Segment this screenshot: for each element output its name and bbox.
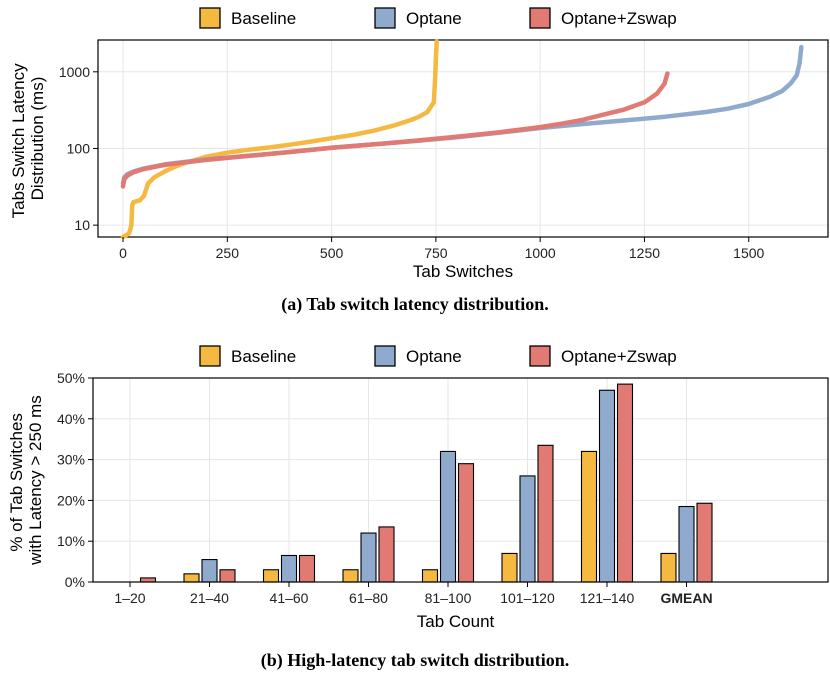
legend-label-3: Optane+Zswap [561,347,677,366]
chart-b-x-tick-label: 1–20 [114,590,145,606]
chart-b-bar-zswap-6 [537,444,554,583]
chart-a-gridlines [98,40,828,237]
chart-b-bar-optane-2 [201,559,218,583]
chart-a-y-tick-label: 10 [74,217,90,233]
chart-b-y-tick-label: 20% [57,492,85,508]
legend-label-2: Optane [406,9,462,28]
chart-b: Baseline Optane Optane+Zswap 1–20 21–40 41–6… [7,345,829,671]
chart-b-bar-baseline-7 [580,450,598,583]
chart-a-x-tick-label: 1000 [525,245,556,261]
chart-b-bar-zswap-2 [219,569,236,583]
chart-b-x-tick-label: 21–40 [190,590,229,606]
chart-a-series-lines [120,39,804,240]
chart-a-y-tick-label: 100 [67,140,91,156]
chart-b-bar-optane-7 [598,389,616,583]
chart-b-bar-zswap-3 [298,554,316,583]
chart-b-plot-frame [92,377,829,583]
chart-a-x-tick-label: 1500 [733,245,764,261]
chart-b-x-tick-label: 81–100 [425,590,472,606]
chart-b-bar-baseline-8 [660,552,677,583]
chart-b-bar-zswap-4 [378,526,395,583]
chart-b-y-axis-title-line2: with Latency > 250 ms [26,395,45,566]
chart-b-bar-baseline-4 [342,569,359,583]
chart-b-y-tick-labels: 0% 10% 20% 30% 40% 50% [57,370,93,590]
chart-a: Baseline Optane Optane+Zswap 0 250 500 750 100… [9,7,829,315]
legend-swatch-1 [199,345,221,367]
chart-a-x-tick-labels: 0 250 500 750 1000 1250 1500 [119,237,765,261]
chart-b-y-tick-label: 10% [57,533,85,549]
chart-a-plot-frame [97,39,829,238]
chart-b-bar-baseline-6 [501,552,518,583]
legend-swatch-2 [374,345,396,367]
chart-b-bar-zswap-8 [696,502,713,583]
chart-a-y-tick-label: 1000 [59,64,90,80]
chart-b-caption: (b) High-latency tab switch distribution… [261,650,570,671]
chart-b-x-tick-label: 101–120 [500,590,555,606]
chart-b-bar-zswap-7 [616,383,634,583]
chart-b-bar-zswap-5 [457,463,475,583]
chart-b-bar-optane-6 [519,475,536,583]
chart-b-bar-baseline-5 [421,569,439,583]
chart-a-x-tick-label: 0 [119,245,127,261]
chart-b-x-tick-label: 41–60 [270,590,309,606]
chart-a-legend: Baseline Optane Optane+Zswap [199,7,677,29]
chart-b-y-tick-label: 40% [57,411,85,427]
legend-swatch-3 [529,345,551,367]
chart-b-bar-optane-5 [439,450,457,583]
chart-b-bar-optane-8 [678,505,695,583]
chart-b-legend: Baseline Optane Optane+Zswap [199,345,677,367]
chart-a-x-axis-title: Tab Switches [413,262,513,281]
chart-b-bars [139,383,713,583]
chart-b-y-tick-label: 0% [65,574,85,590]
chart-b-x-axis-title: Tab Count [417,612,495,631]
legend-swatch-2 [374,7,396,29]
chart-b-x-tick-labels: 1–20 21–40 41–60 61–80 81–100 101–120 121–140 G… [114,582,713,606]
legend-label-2: Optane [406,347,462,366]
chart-a-y-tick-labels: 10 100 1000 [59,64,98,233]
chart-b-y-tick-label: 50% [57,370,85,386]
chart-b-bar-optane-3 [280,554,298,583]
chart-b-y-axis-title-line1: % of Tab Switches [7,413,26,552]
chart-a-line-zswap [120,71,670,189]
chart-a-x-tick-label: 750 [424,245,448,261]
chart-a-y-axis-title-line2: Distribution (ms) [28,77,47,201]
chart-b-bar-zswap-1 [139,577,157,583]
chart-a-x-tick-label: 500 [320,245,344,261]
chart-b-y-tick-label: 30% [57,452,85,468]
chart-a-x-tick-label: 1250 [629,245,660,261]
legend-label-1: Baseline [231,347,296,366]
chart-b-x-tick-label: GMEAN [660,590,712,606]
legend-swatch-1 [199,7,221,29]
chart-a-y-axis-title: Tabs Switch Latency Distribution (ms) [9,59,47,219]
chart-b-bar-baseline-3 [262,569,280,583]
chart-b-bar-optane-4 [360,532,377,583]
chart-a-line-baseline [120,39,439,240]
chart-b-y-axis-title: % of Tab Switches with Latency > 250 ms [7,395,45,566]
chart-b-x-tick-label: 121–140 [580,590,635,606]
chart-b-x-tick-label: 61–80 [349,590,388,606]
chart-a-x-tick-label: 250 [216,245,240,261]
chart-a-line-optane [120,44,804,186]
chart-b-bar-baseline-2 [183,573,200,583]
chart-a-caption: (a) Tab switch latency distribution. [281,294,549,315]
legend-label-3: Optane+Zswap [561,9,677,28]
legend-label-1: Baseline [231,9,296,28]
legend-swatch-3 [529,7,551,29]
chart-a-y-axis-title-line1: Tabs Switch Latency [9,63,28,218]
